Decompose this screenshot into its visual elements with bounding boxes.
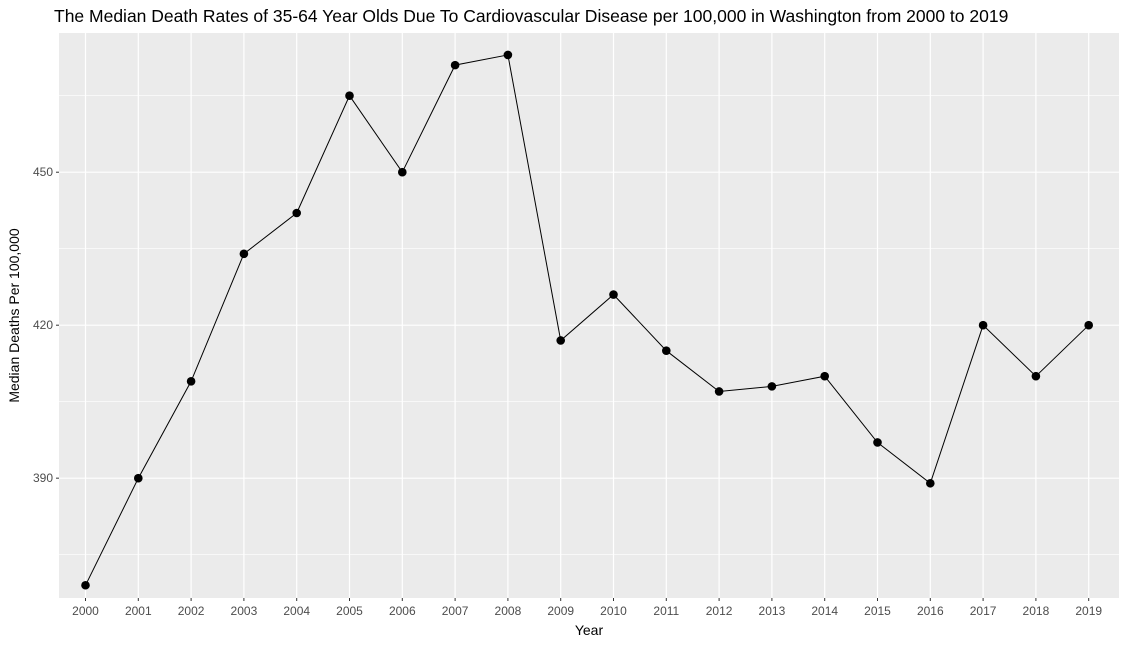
data-series <box>81 50 1093 590</box>
data-point <box>926 478 935 488</box>
x-tick-label: 2000 <box>72 604 99 618</box>
x-tick-label: 2011 <box>653 604 679 618</box>
x-tick-label: 2005 <box>336 604 363 618</box>
x-tick-label: 2012 <box>706 604 733 618</box>
data-point <box>1031 371 1041 381</box>
data-point <box>662 346 671 355</box>
x-tick-label: 2014 <box>811 604 838 618</box>
data-point <box>1084 320 1093 330</box>
x-tick-label: 2018 <box>1023 604 1050 618</box>
data-point <box>820 371 829 381</box>
data-point <box>292 208 302 218</box>
x-tick-label: 2019 <box>1075 604 1102 618</box>
x-axis: 2000 2001 2002 2003 2004 2005 2006 2007 2008 2009… <box>72 598 1102 618</box>
y-tick-label: 420 <box>33 318 53 332</box>
x-tick-label: 2007 <box>442 604 469 618</box>
x-tick-label: 2010 <box>600 604 627 618</box>
data-point <box>398 167 407 177</box>
x-tick-label: 2016 <box>917 604 944 618</box>
series-line <box>85 54 1090 586</box>
data-point <box>556 336 565 345</box>
data-point <box>134 473 143 483</box>
data-point <box>81 580 90 590</box>
data-point <box>345 91 354 101</box>
minor-gridlines <box>59 95 1119 555</box>
data-point <box>714 387 724 396</box>
x-tick-label: 2015 <box>864 604 891 618</box>
x-tick-label: 2008 <box>495 604 522 618</box>
x-axis-title: Year <box>575 622 604 638</box>
data-point <box>450 60 460 70</box>
y-axis-title: Median Deaths Per 100,000 <box>6 228 22 403</box>
x-tick-label: 2009 <box>547 604 574 618</box>
data-point <box>186 376 196 386</box>
x-tick-label: 2002 <box>178 604 205 618</box>
x-tick-label: 2006 <box>389 604 416 618</box>
x-tick-label: 2004 <box>283 604 310 618</box>
x-tick-label: 2001 <box>125 604 152 618</box>
y-tick-label: 450 <box>33 165 53 179</box>
data-point <box>873 438 882 447</box>
data-point <box>609 290 618 299</box>
data-point <box>239 249 249 259</box>
y-axis: 390 420 450 <box>33 165 59 485</box>
chart-title: The Median Death Rates of 35-64 Year Old… <box>54 6 1008 26</box>
x-tick-label: 2003 <box>231 604 258 618</box>
major-gridlines <box>59 33 1119 598</box>
data-point <box>978 320 988 330</box>
data-point <box>503 50 513 60</box>
data-point <box>767 382 777 391</box>
y-tick-label: 390 <box>33 471 53 485</box>
x-tick-label: 2013 <box>759 604 786 618</box>
x-tick-label: 2017 <box>970 604 997 618</box>
